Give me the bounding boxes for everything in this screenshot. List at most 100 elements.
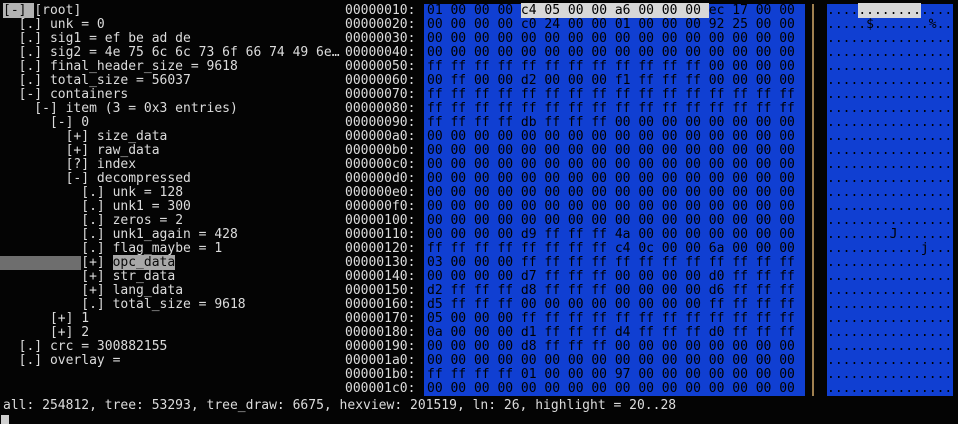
tree-toggle[interactable]: [-] [18, 87, 50, 102]
hex-bytes[interactable]: ff ff ff ff ff ff ff ff ff ff ff ff ff f… [424, 88, 805, 102]
hex-bytes[interactable]: ff ff ff ff db ff ff ff 00 00 00 00 00 0… [424, 116, 805, 130]
tree-toggle[interactable]: [-] [49, 115, 82, 130]
hex-bytes[interactable]: 00 00 00 00 c0 24 00 00 01 00 00 00 92 2… [424, 18, 805, 32]
tree-toggle[interactable]: [.] [81, 213, 113, 228]
tree-toggle[interactable]: [.] [81, 199, 113, 214]
hex-ascii[interactable]: ................ [827, 185, 953, 200]
hex-ascii[interactable]: ................ [827, 311, 953, 326]
tree-toggle[interactable]: [+] [49, 311, 82, 326]
hex-bytes[interactable]: 00 00 00 00 00 00 00 00 00 00 00 00 00 0… [424, 172, 805, 186]
hex-ascii[interactable]: ................ [827, 325, 953, 340]
tree-row[interactable]: [.] total_size = 56037 [0, 74, 191, 88]
tree-row[interactable]: [+] lang_data [0, 284, 183, 298]
hex-bytes[interactable]: 00 00 00 00 00 00 00 00 00 00 00 00 00 0… [424, 382, 805, 396]
tree-toggle[interactable]: [.] [18, 73, 50, 88]
hex-ascii[interactable]: ................ [827, 171, 953, 186]
tree-toggle[interactable]: [.] [81, 185, 113, 200]
tree-row[interactable]: [?] index [0, 158, 136, 172]
tree-row[interactable]: [.] overlay = [0, 353, 121, 368]
hex-highlight[interactable]: c4 05 00 00 a6 00 00 00 [520, 3, 709, 18]
tree-toggle[interactable]: [+] [65, 129, 97, 144]
hex-ascii[interactable]: ................ [827, 199, 953, 214]
hex-ascii[interactable]: ................ [827, 339, 953, 354]
tree-toggle[interactable]: [.] [18, 59, 50, 74]
tree-row[interactable]: [.] unk1 = 300 [0, 200, 191, 214]
tree-row[interactable]: [+] str_data [0, 270, 175, 284]
hex-bytes[interactable]: 00 00 00 00 00 00 00 00 00 00 00 00 00 0… [424, 354, 805, 368]
tree-toggle[interactable]: [.] [18, 31, 50, 46]
hex-bytes[interactable]: 00 00 00 00 00 00 00 00 00 00 00 00 00 0… [424, 200, 805, 214]
hex-ascii[interactable]: ................ [827, 255, 953, 270]
tree-row[interactable]: [.] sig2 = 4e 75 6c 6c 73 6f 66 74 49 6e… [0, 46, 340, 60]
hex-bytes[interactable]: 00 00 00 00 00 00 00 00 00 00 00 00 00 0… [424, 186, 805, 200]
hex-ascii[interactable]: ................ [827, 213, 953, 228]
hex-bytes[interactable]: ff ff ff ff 01 00 00 00 97 00 00 00 00 0… [424, 368, 805, 382]
hex-ascii[interactable]: ................ [827, 269, 953, 284]
hex-ascii[interactable]: ................ [827, 297, 953, 312]
tree-toggle[interactable]: [.] [81, 297, 113, 312]
tree-row[interactable]: [.] unk = 128 [0, 186, 183, 200]
hex-ascii[interactable]: ................ [827, 157, 953, 172]
hex-ascii[interactable]: ................ [827, 353, 953, 368]
hex-bytes[interactable]: 00 00 00 00 d7 ff ff ff 00 00 00 00 d0 f… [424, 270, 805, 284]
hex-bytes[interactable]: 00 00 00 00 00 00 00 00 00 00 00 00 00 0… [424, 46, 805, 60]
tree-row[interactable]: [+] 1 [0, 312, 89, 326]
hex-bytes[interactable]: 00 00 00 00 00 00 00 00 00 00 00 00 00 0… [424, 130, 805, 144]
tree-toggle[interactable]: [.] [18, 339, 50, 354]
tree-toggle[interactable]: [+] [49, 325, 82, 340]
tree-toggle[interactable]: [?] [65, 157, 97, 172]
tree-row[interactable]: [+] 2 [0, 326, 89, 340]
hex-bytes[interactable]: 01 00 00 00 c4 05 00 00 a6 00 00 00 ec 1… [424, 3, 805, 18]
hex-bytes[interactable]: 00 00 00 00 00 00 00 00 00 00 00 00 00 0… [424, 144, 805, 158]
tree-toggle[interactable]: [+] [65, 143, 97, 158]
tree-row[interactable]: [+] opc_data [0, 255, 176, 270]
hex-ascii[interactable]: ........J....... [827, 227, 953, 242]
tree-toggle[interactable]: [.] [81, 241, 113, 256]
tree-toggle[interactable]: [+] [81, 255, 113, 270]
tree-row[interactable]: [.] zeros = 2 [0, 214, 183, 228]
hex-bytes[interactable]: 00 00 00 00 d8 ff ff ff 00 00 00 00 00 0… [424, 340, 805, 354]
tree-toggle[interactable]: [-] [65, 171, 97, 186]
tree-toggle[interactable]: [.] [18, 17, 50, 32]
hex-bytes[interactable]: d2 ff ff ff d8 ff ff ff 00 00 00 00 d6 f… [424, 284, 805, 298]
tree-row[interactable]: [.] total_size = 9618 [0, 297, 245, 312]
hex-bytes[interactable]: 00 00 00 00 d9 ff ff ff 4a 00 00 00 00 0… [424, 228, 805, 242]
hex-ascii[interactable]: ................ [827, 73, 953, 88]
scrollbar[interactable] [812, 4, 814, 396]
tree-row[interactable]: [+] raw_data [0, 144, 160, 158]
hex-bytes[interactable]: 00 00 00 00 00 00 00 00 00 00 00 00 00 0… [424, 214, 805, 228]
hex-ascii[interactable]: ............j... [827, 241, 953, 256]
hex-ascii[interactable]: ................ [827, 381, 953, 396]
hex-ascii[interactable]: ................ [827, 31, 953, 46]
hex-bytes[interactable]: 00 ff 00 00 d2 00 00 00 f1 ff ff ff 00 0… [424, 74, 805, 88]
tree-row[interactable]: [-] item (3 = 0x3 entries) [0, 102, 238, 116]
tree-toggle[interactable]: [-] [34, 101, 66, 116]
hex-ascii[interactable]: ................ [827, 129, 953, 144]
hex-bytes[interactable]: 00 00 00 00 00 00 00 00 00 00 00 00 00 0… [424, 158, 805, 172]
tree-row[interactable]: [.] flag_maybe = 1 [0, 242, 222, 256]
hex-bytes[interactable]: ff ff ff ff ff ff ff ff ff ff ff ff ff f… [424, 102, 805, 116]
tree-toggle[interactable]: [.] [18, 45, 50, 60]
tree-toggle[interactable]: [-] [3, 3, 35, 18]
hex-ascii[interactable]: ................ [827, 143, 953, 158]
hex-bytes[interactable]: 0a 00 00 00 d1 ff ff ff d4 ff ff ff d0 f… [424, 326, 805, 340]
ascii-highlight[interactable]: ........ [858, 3, 921, 18]
hex-bytes[interactable]: ff ff ff ff ff ff ff ff ff ff ff ff 00 0… [424, 60, 805, 74]
tree-toggle[interactable]: [+] [81, 269, 113, 284]
hex-ascii[interactable]: ................ [827, 87, 953, 102]
tree-row[interactable]: [.] sig1 = ef be ad de [0, 32, 191, 46]
tree-toggle[interactable]: [.] [18, 353, 50, 368]
hex-bytes[interactable]: d5 ff ff ff 00 00 00 00 00 00 00 00 ff f… [424, 298, 805, 312]
hex-ascii[interactable]: ................ [827, 101, 953, 116]
tree-row[interactable]: [.] unk1_again = 428 [0, 228, 238, 242]
tree-row[interactable]: [+] size_data [0, 129, 168, 144]
hex-bytes[interactable]: 05 00 00 00 ff ff ff ff ff ff ff ff ff f… [424, 312, 805, 326]
tree-row[interactable]: [.] final_header_size = 9618 [0, 60, 238, 74]
hex-ascii[interactable]: ................ [827, 45, 953, 60]
tree-row[interactable]: [.] crc = 300882155 [0, 339, 168, 354]
hex-bytes[interactable]: ff ff ff ff ff ff ff ff c4 0c 00 00 6a 0… [424, 242, 805, 256]
hex-ascii[interactable]: ................ [827, 59, 953, 74]
tree-row[interactable]: [-] 0 [0, 116, 89, 130]
hex-ascii[interactable]: .....$.......%.. [827, 17, 953, 32]
hex-bytes[interactable]: 03 00 00 00 ff ff ff ff ff ff ff ff ff f… [424, 256, 805, 270]
